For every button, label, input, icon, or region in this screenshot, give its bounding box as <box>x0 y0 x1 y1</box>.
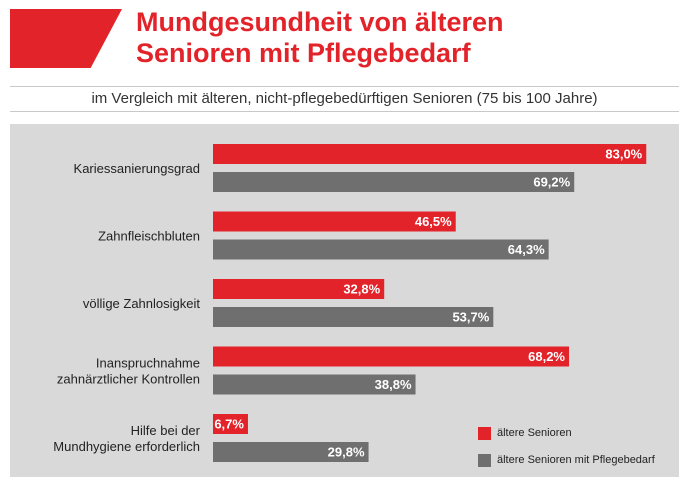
bar-series-b <box>213 307 494 327</box>
title-accent-shape <box>10 9 122 68</box>
data-label: 53,7% <box>452 310 489 325</box>
category-label: Zahnfleischbluten <box>98 229 200 244</box>
data-label: 32,8% <box>343 282 380 297</box>
subtitle: im Vergleich mit älteren, nicht-pflegebe… <box>10 86 679 112</box>
legend-item-series-b: ältere Senioren mit Pflegebedarf <box>478 453 655 467</box>
title-line-1: Mundgesundheit von älteren <box>136 7 504 37</box>
bar-series-b <box>213 172 575 192</box>
data-label: 64,3% <box>508 242 545 257</box>
bar-series-b <box>213 442 369 462</box>
bar-series-a <box>213 144 647 164</box>
legend-label-series-b: ältere Senioren mit Pflegebedarf <box>497 454 655 466</box>
bar-series-b <box>213 374 416 395</box>
legend-swatch-series-a <box>478 426 491 440</box>
bar-series-a <box>213 414 248 434</box>
category-label: völlige Zahnlosigkeit <box>83 296 200 311</box>
data-label: 46,5% <box>415 214 452 229</box>
legend-item-series-a: ältere Senioren <box>478 426 655 440</box>
bar-series-a <box>213 346 570 367</box>
chart-panel: Kariessanierungsgrad 83,0% 69,2% Zahnfleisc… <box>10 124 679 477</box>
bar-series-a <box>213 211 456 232</box>
category-label: zahnärztlicher Kontrollen <box>57 372 200 387</box>
data-label: 83,0% <box>605 147 642 162</box>
category-label: Kariessanierungsgrad <box>74 161 200 176</box>
category-label: Mundhygiene erforderlich <box>53 439 200 454</box>
bar-series-a <box>213 279 385 299</box>
bar-series-b <box>213 239 549 260</box>
title-line-2: Senioren mit Pflegebedarf <box>136 38 471 68</box>
category-label: Hilfe bei der <box>131 423 201 438</box>
page-title: Mundgesundheit von älteren Senioren mit … <box>136 7 504 69</box>
category-label: Inanspruchnahme <box>96 356 200 371</box>
bar-chart: Kariessanierungsgrad 83,0% 69,2% Zahnfleisc… <box>53 144 647 462</box>
data-label: 38,8% <box>375 377 412 392</box>
legend-swatch-series-b <box>478 453 491 467</box>
data-label: 29,8% <box>328 445 365 460</box>
data-label: 6,7% <box>214 417 244 432</box>
data-label: 69,2% <box>533 175 570 190</box>
data-label: 68,2% <box>528 349 565 364</box>
legend-label-series-a: ältere Senioren <box>497 427 572 439</box>
legend: ältere Senioren ältere Senioren mit Pfle… <box>478 426 655 480</box>
